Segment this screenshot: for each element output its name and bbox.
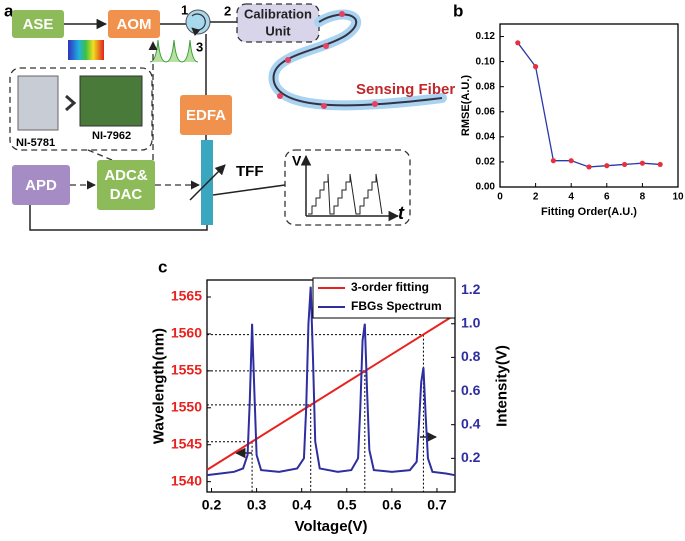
node-box xyxy=(12,165,70,205)
y2-tick-label: 0.6 xyxy=(461,382,481,398)
node-box xyxy=(108,10,160,38)
x-tick-label: 0.4 xyxy=(292,497,312,513)
node-box xyxy=(12,10,64,38)
data-point xyxy=(533,64,539,70)
waveform-box xyxy=(284,149,411,226)
series-line xyxy=(517,42,661,168)
y2-tick-label: 0.2 xyxy=(461,449,481,465)
data-point xyxy=(604,163,610,169)
y-tick-label: 0.12 xyxy=(476,31,496,42)
y-tick-label: 0.10 xyxy=(476,56,496,67)
y-tick-label: 1545 xyxy=(171,435,202,451)
x-axis-label: Fitting Order(A.U.) xyxy=(541,206,637,218)
node-label: DAC xyxy=(110,186,143,203)
y-tick-label: 0.06 xyxy=(476,106,496,117)
node-label: Unit xyxy=(265,23,291,38)
y2-axis-label: Intensity(V) xyxy=(494,345,511,427)
y-tick-label: 0.02 xyxy=(476,157,496,168)
card-label: NI-7962 xyxy=(92,130,131,142)
y-tick-label: 1540 xyxy=(171,472,202,488)
fiber-label: Sensing Fiber xyxy=(356,81,455,98)
panel-label: b xyxy=(453,1,463,20)
x-tick-label: 8 xyxy=(640,192,646,203)
card-image xyxy=(17,75,59,131)
legend-box xyxy=(312,277,456,319)
connector xyxy=(29,205,208,231)
waveform-axis-label: t xyxy=(398,203,405,223)
data-point xyxy=(586,164,592,170)
x-tick-label: 0.5 xyxy=(337,497,357,513)
y2-tick-label: 0.8 xyxy=(461,348,481,364)
x-tick-label: 2 xyxy=(533,192,539,203)
node-label: Calibration xyxy=(244,6,312,21)
y2-tick-label: 1.2 xyxy=(461,281,481,297)
node-label: EDFA xyxy=(186,107,226,124)
node-box xyxy=(180,95,232,135)
legend-label: FBGs Spectrum xyxy=(351,299,442,313)
y2-tick-label: 0.4 xyxy=(461,415,481,431)
connector xyxy=(212,184,286,196)
y-tick-label: 0.04 xyxy=(476,131,496,142)
fbg-dots xyxy=(277,11,378,109)
y-tick-label: 1555 xyxy=(171,362,202,378)
data-point xyxy=(550,158,557,164)
port-label: 3 xyxy=(196,39,203,54)
tune-arrow xyxy=(189,164,226,201)
waveform xyxy=(308,173,383,215)
x-tick-label: 0.2 xyxy=(202,497,222,513)
circulator-arrow xyxy=(191,13,206,37)
x-tick-label: 4 xyxy=(568,192,574,203)
panel-label: a xyxy=(4,1,14,20)
y-tick-label: 1550 xyxy=(171,398,202,414)
node-label: AOM xyxy=(117,16,152,33)
node-label: ASE xyxy=(23,16,54,33)
x-tick-label: 0.6 xyxy=(382,497,402,513)
spectrum-icon xyxy=(68,40,104,60)
pulse-icon xyxy=(149,39,199,63)
card-image xyxy=(79,75,143,127)
data-point xyxy=(622,161,628,168)
node-box xyxy=(97,160,155,210)
node-label: ADC& xyxy=(104,167,147,184)
x-tick-label: 0.3 xyxy=(247,497,267,513)
y-tick-label: 0.00 xyxy=(476,182,496,193)
legend-label: 3-order fitting xyxy=(351,280,429,294)
port-label: 1 xyxy=(181,2,188,17)
y-axis-label: Wavelength(nm) xyxy=(150,328,167,444)
data-point xyxy=(568,158,574,164)
panel-label: c xyxy=(158,257,167,276)
y-tick-label: 1565 xyxy=(171,288,202,304)
card-arrow xyxy=(65,94,77,112)
y-tick-label: 0.08 xyxy=(476,81,496,92)
node-label: APD xyxy=(25,177,57,194)
node-box xyxy=(236,3,320,43)
x-axis-label: Voltage(V) xyxy=(294,518,367,535)
data-point xyxy=(657,161,663,168)
card-group xyxy=(9,67,153,151)
plot-frame xyxy=(499,23,679,188)
y-tick-label: 1560 xyxy=(171,325,202,341)
y2-tick-label: 1.0 xyxy=(461,314,481,330)
connector xyxy=(87,149,113,161)
waveform-axis-label: V xyxy=(292,153,302,169)
port-label: 2 xyxy=(224,3,231,18)
series-line xyxy=(206,286,456,477)
x-tick-label: 0.7 xyxy=(427,497,447,513)
x-tick-label: 10 xyxy=(672,192,684,203)
filter-label: TFF xyxy=(236,163,264,180)
data-point xyxy=(515,40,521,46)
data-point xyxy=(639,160,646,166)
y-axis-label: RMSE(A.U.) xyxy=(460,75,472,136)
card-label: NI-5781 xyxy=(16,137,55,149)
x-tick-label: 6 xyxy=(604,192,610,203)
fiber-core xyxy=(272,13,443,107)
x-tick-label: 0 xyxy=(497,192,503,203)
